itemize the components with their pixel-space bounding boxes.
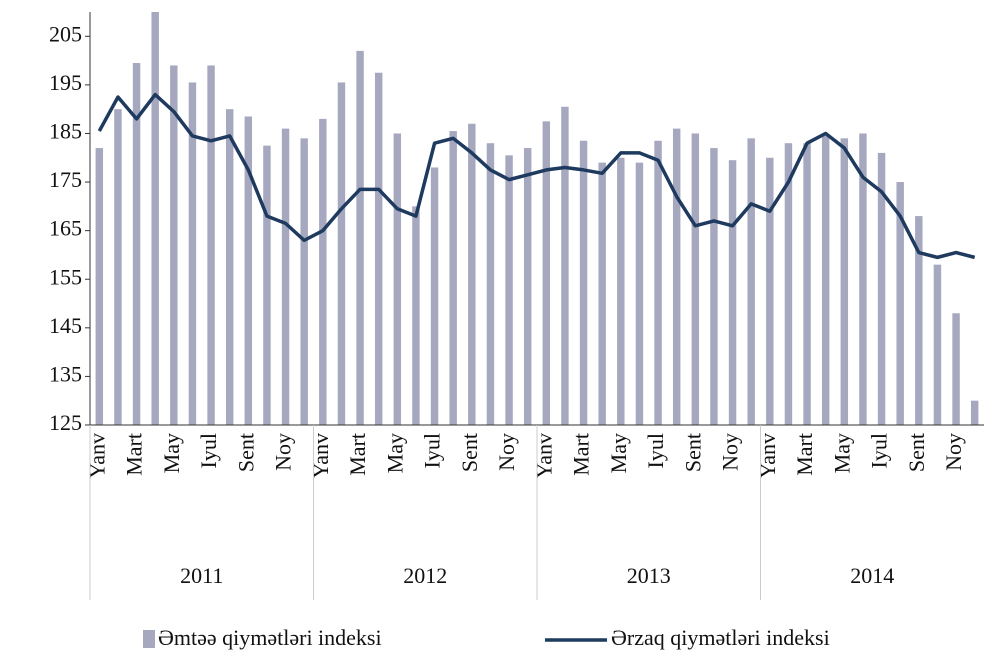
- x-tick-label: Sent: [233, 433, 258, 472]
- y-tick-label: 165: [49, 216, 82, 241]
- bar: [393, 133, 402, 425]
- bar: [468, 123, 476, 426]
- x-tick-label: Sent: [457, 433, 482, 472]
- x-tick-label: Mart: [345, 433, 370, 476]
- bar: [225, 109, 234, 426]
- bar: [617, 157, 625, 425]
- bar: [598, 162, 606, 425]
- legend-swatch: [143, 630, 155, 648]
- y-tick-label: 155: [49, 264, 82, 289]
- bar: [896, 182, 904, 425]
- bar: [728, 160, 737, 425]
- bar: [281, 128, 290, 426]
- x-tick-label: Mart: [569, 433, 594, 476]
- group-label: 2012: [403, 563, 447, 588]
- group-label: 2014: [850, 563, 894, 588]
- bar: [933, 264, 942, 425]
- bar: [542, 121, 551, 425]
- bar: [654, 140, 662, 425]
- x-tick-label: Mart: [792, 433, 817, 476]
- bar: [207, 65, 215, 426]
- legend-label: Ərzaq qiymətləri indeksi: [611, 625, 830, 650]
- x-tick-label: May: [382, 433, 407, 473]
- legend-label: Əmtəə qiymətləri indeksi: [158, 625, 382, 650]
- x-tick-label: Yanv: [755, 433, 780, 478]
- bar: [300, 138, 308, 425]
- y-tick-label: 175: [49, 167, 82, 192]
- x-tick-label: Noy: [271, 433, 296, 471]
- bar: [114, 109, 122, 426]
- bar: [952, 313, 960, 425]
- bar: [691, 133, 700, 425]
- bar: [430, 167, 439, 425]
- bar: [319, 118, 327, 426]
- bar: [244, 116, 253, 425]
- bar: [95, 148, 104, 425]
- group-label: 2011: [180, 563, 223, 588]
- x-tick-label: Yanv: [84, 433, 109, 478]
- line: [97, 92, 976, 260]
- x-tick-label: May: [159, 433, 184, 473]
- bar: [132, 63, 141, 426]
- x-tick-label: Iyul: [643, 433, 668, 468]
- bar: [766, 157, 774, 425]
- bar: [449, 131, 457, 425]
- bar: [784, 143, 793, 425]
- bar: [561, 106, 569, 425]
- x-tick-label: Noy: [941, 433, 966, 471]
- bar: [821, 135, 830, 425]
- bar: [915, 216, 923, 425]
- bar: [188, 82, 197, 425]
- x-tick-label: May: [606, 433, 631, 473]
- bar: [263, 145, 271, 425]
- y-tick-label: 125: [49, 410, 82, 435]
- bar: [803, 143, 811, 425]
- bar: [635, 162, 644, 425]
- bar: [356, 50, 364, 426]
- x-tick-label: Iyul: [867, 433, 892, 468]
- y-tick-label: 135: [49, 361, 82, 386]
- x-tick-label: Iyul: [196, 433, 221, 468]
- bar: [579, 140, 588, 425]
- x-tick-label: Sent: [680, 433, 705, 472]
- bar: [710, 148, 718, 425]
- bar: [170, 65, 178, 426]
- bar: [505, 155, 513, 425]
- bar: [412, 206, 420, 425]
- x-tick-label: Sent: [904, 433, 929, 472]
- y-tick-label: 205: [49, 21, 82, 46]
- bar: [970, 400, 979, 425]
- bar: [486, 143, 495, 425]
- bar: [523, 148, 532, 425]
- bar: [859, 133, 867, 425]
- y-tick-label: 195: [49, 70, 82, 95]
- x-tick-label: Mart: [122, 433, 147, 476]
- y-tick-label: 145: [49, 313, 82, 338]
- bar: [747, 138, 755, 425]
- x-tick-label: Iyul: [420, 433, 445, 468]
- bar: [877, 152, 886, 425]
- bar: [337, 82, 346, 425]
- x-tick-label: Noy: [718, 433, 743, 471]
- group-label: 2013: [627, 563, 671, 588]
- x-tick-label: May: [829, 433, 854, 473]
- bar: [374, 72, 383, 425]
- bar: [151, 12, 159, 425]
- bar: [672, 128, 681, 426]
- x-tick-label: Yanv: [531, 433, 556, 478]
- y-tick-label: 185: [49, 119, 82, 144]
- bar: [840, 138, 849, 425]
- x-tick-label: Noy: [494, 433, 519, 471]
- x-tick-label: Yanv: [308, 433, 333, 478]
